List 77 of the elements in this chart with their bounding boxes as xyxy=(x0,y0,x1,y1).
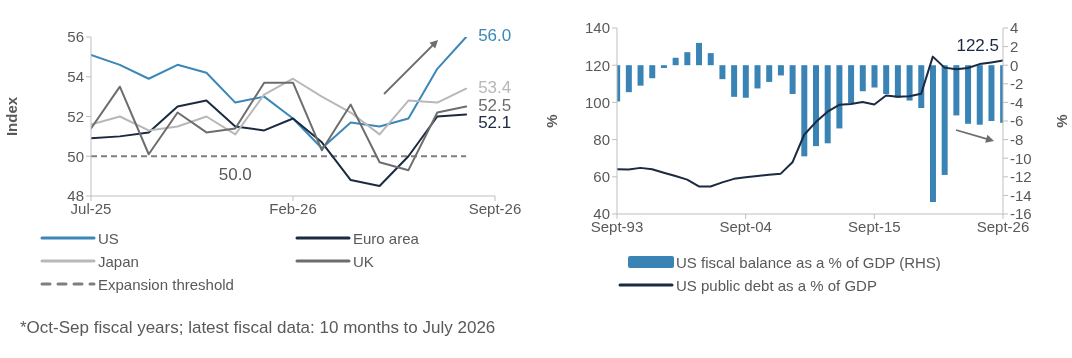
y2-tick-label: -4 xyxy=(1010,93,1024,111)
legend-label: Expansion threshold xyxy=(98,275,234,293)
bar xyxy=(777,65,784,76)
y2-tick-label: 2 xyxy=(1010,37,1019,55)
text: *Oct-Sep fiscal years; latest fiscal data: 10 months to July 2026 xyxy=(20,318,496,337)
y-axis-title: Index xyxy=(3,96,21,137)
y2-tick-label: -16 xyxy=(1010,205,1032,223)
legend-label: UK xyxy=(353,252,374,270)
y2-tick-label: -10 xyxy=(1010,149,1032,167)
bar xyxy=(929,65,936,202)
bar xyxy=(906,65,913,101)
bar xyxy=(649,65,656,79)
bar xyxy=(684,52,691,66)
bar xyxy=(801,65,808,157)
bar xyxy=(976,65,983,125)
bar xyxy=(824,65,831,144)
bar xyxy=(883,65,890,95)
bar xyxy=(731,65,738,97)
bar xyxy=(813,65,819,147)
y-tick-label: 120 xyxy=(584,56,610,74)
legend-label: US public debt as a % of GDP xyxy=(676,276,877,294)
bar xyxy=(965,65,972,124)
bar xyxy=(871,65,878,88)
y-tick-label: 140 xyxy=(584,19,610,37)
bar xyxy=(719,65,726,80)
bar xyxy=(953,65,960,116)
y-tick-label: 56 xyxy=(67,28,84,46)
y-tick-label: 52 xyxy=(67,107,84,125)
line-series xyxy=(91,99,468,188)
line-series xyxy=(617,55,1003,188)
y-axis-title: % xyxy=(543,114,561,128)
x-tick-label: Sept-26 xyxy=(468,199,522,217)
legend-label: US xyxy=(98,229,119,247)
y2-tick-label: 4 xyxy=(1010,19,1019,37)
bar xyxy=(894,65,901,98)
x-tick-label: Sept-15 xyxy=(848,217,901,235)
y2-tick-label: 0 xyxy=(1010,56,1019,74)
bar xyxy=(660,65,667,68)
bar xyxy=(836,65,843,129)
y-tick-label: 48 xyxy=(67,187,84,205)
bar xyxy=(696,42,703,66)
y-tick-label: 60 xyxy=(593,168,610,186)
y2-axis-title: % xyxy=(1053,114,1071,128)
y-tick-label: 100 xyxy=(584,93,610,111)
bar xyxy=(941,65,948,175)
bar xyxy=(742,65,749,98)
bar xyxy=(988,65,995,121)
bar xyxy=(637,65,644,86)
data-label: 56.0 xyxy=(478,26,512,46)
y-tick-label: 50 xyxy=(67,147,84,165)
y2-tick-label: -12 xyxy=(1010,168,1032,186)
bar xyxy=(754,65,761,89)
bar xyxy=(789,65,796,95)
data-label: 53.4 xyxy=(478,78,512,98)
x-tick-label: Feb-26 xyxy=(269,199,317,217)
y-tick-label: 54 xyxy=(67,68,84,86)
y2-tick-label: -6 xyxy=(1010,112,1024,130)
bar xyxy=(848,65,855,104)
annotation: 50.0 xyxy=(218,165,252,185)
legend-label: US fiscal balance as a % of GDP (RHS) xyxy=(676,253,941,271)
data-label: 52.1 xyxy=(478,113,512,133)
y-tick-label: 80 xyxy=(593,130,610,148)
data-label: 122.5 xyxy=(956,36,999,56)
y2-tick-label: -2 xyxy=(1010,75,1024,93)
legend-label: Japan xyxy=(98,252,139,270)
bar xyxy=(707,53,714,66)
y2-tick-label: -8 xyxy=(1010,130,1024,148)
bar xyxy=(859,65,866,92)
bar xyxy=(625,65,632,93)
legend-label: Euro area xyxy=(353,229,419,247)
line-series xyxy=(91,37,468,150)
bar xyxy=(766,65,773,82)
data-label: 52.5 xyxy=(478,96,512,116)
bar xyxy=(672,57,679,66)
y2-tick-label: -14 xyxy=(1010,186,1032,204)
y-tick-label: 40 xyxy=(593,205,610,223)
x-tick-label: Sept-04 xyxy=(719,217,772,235)
